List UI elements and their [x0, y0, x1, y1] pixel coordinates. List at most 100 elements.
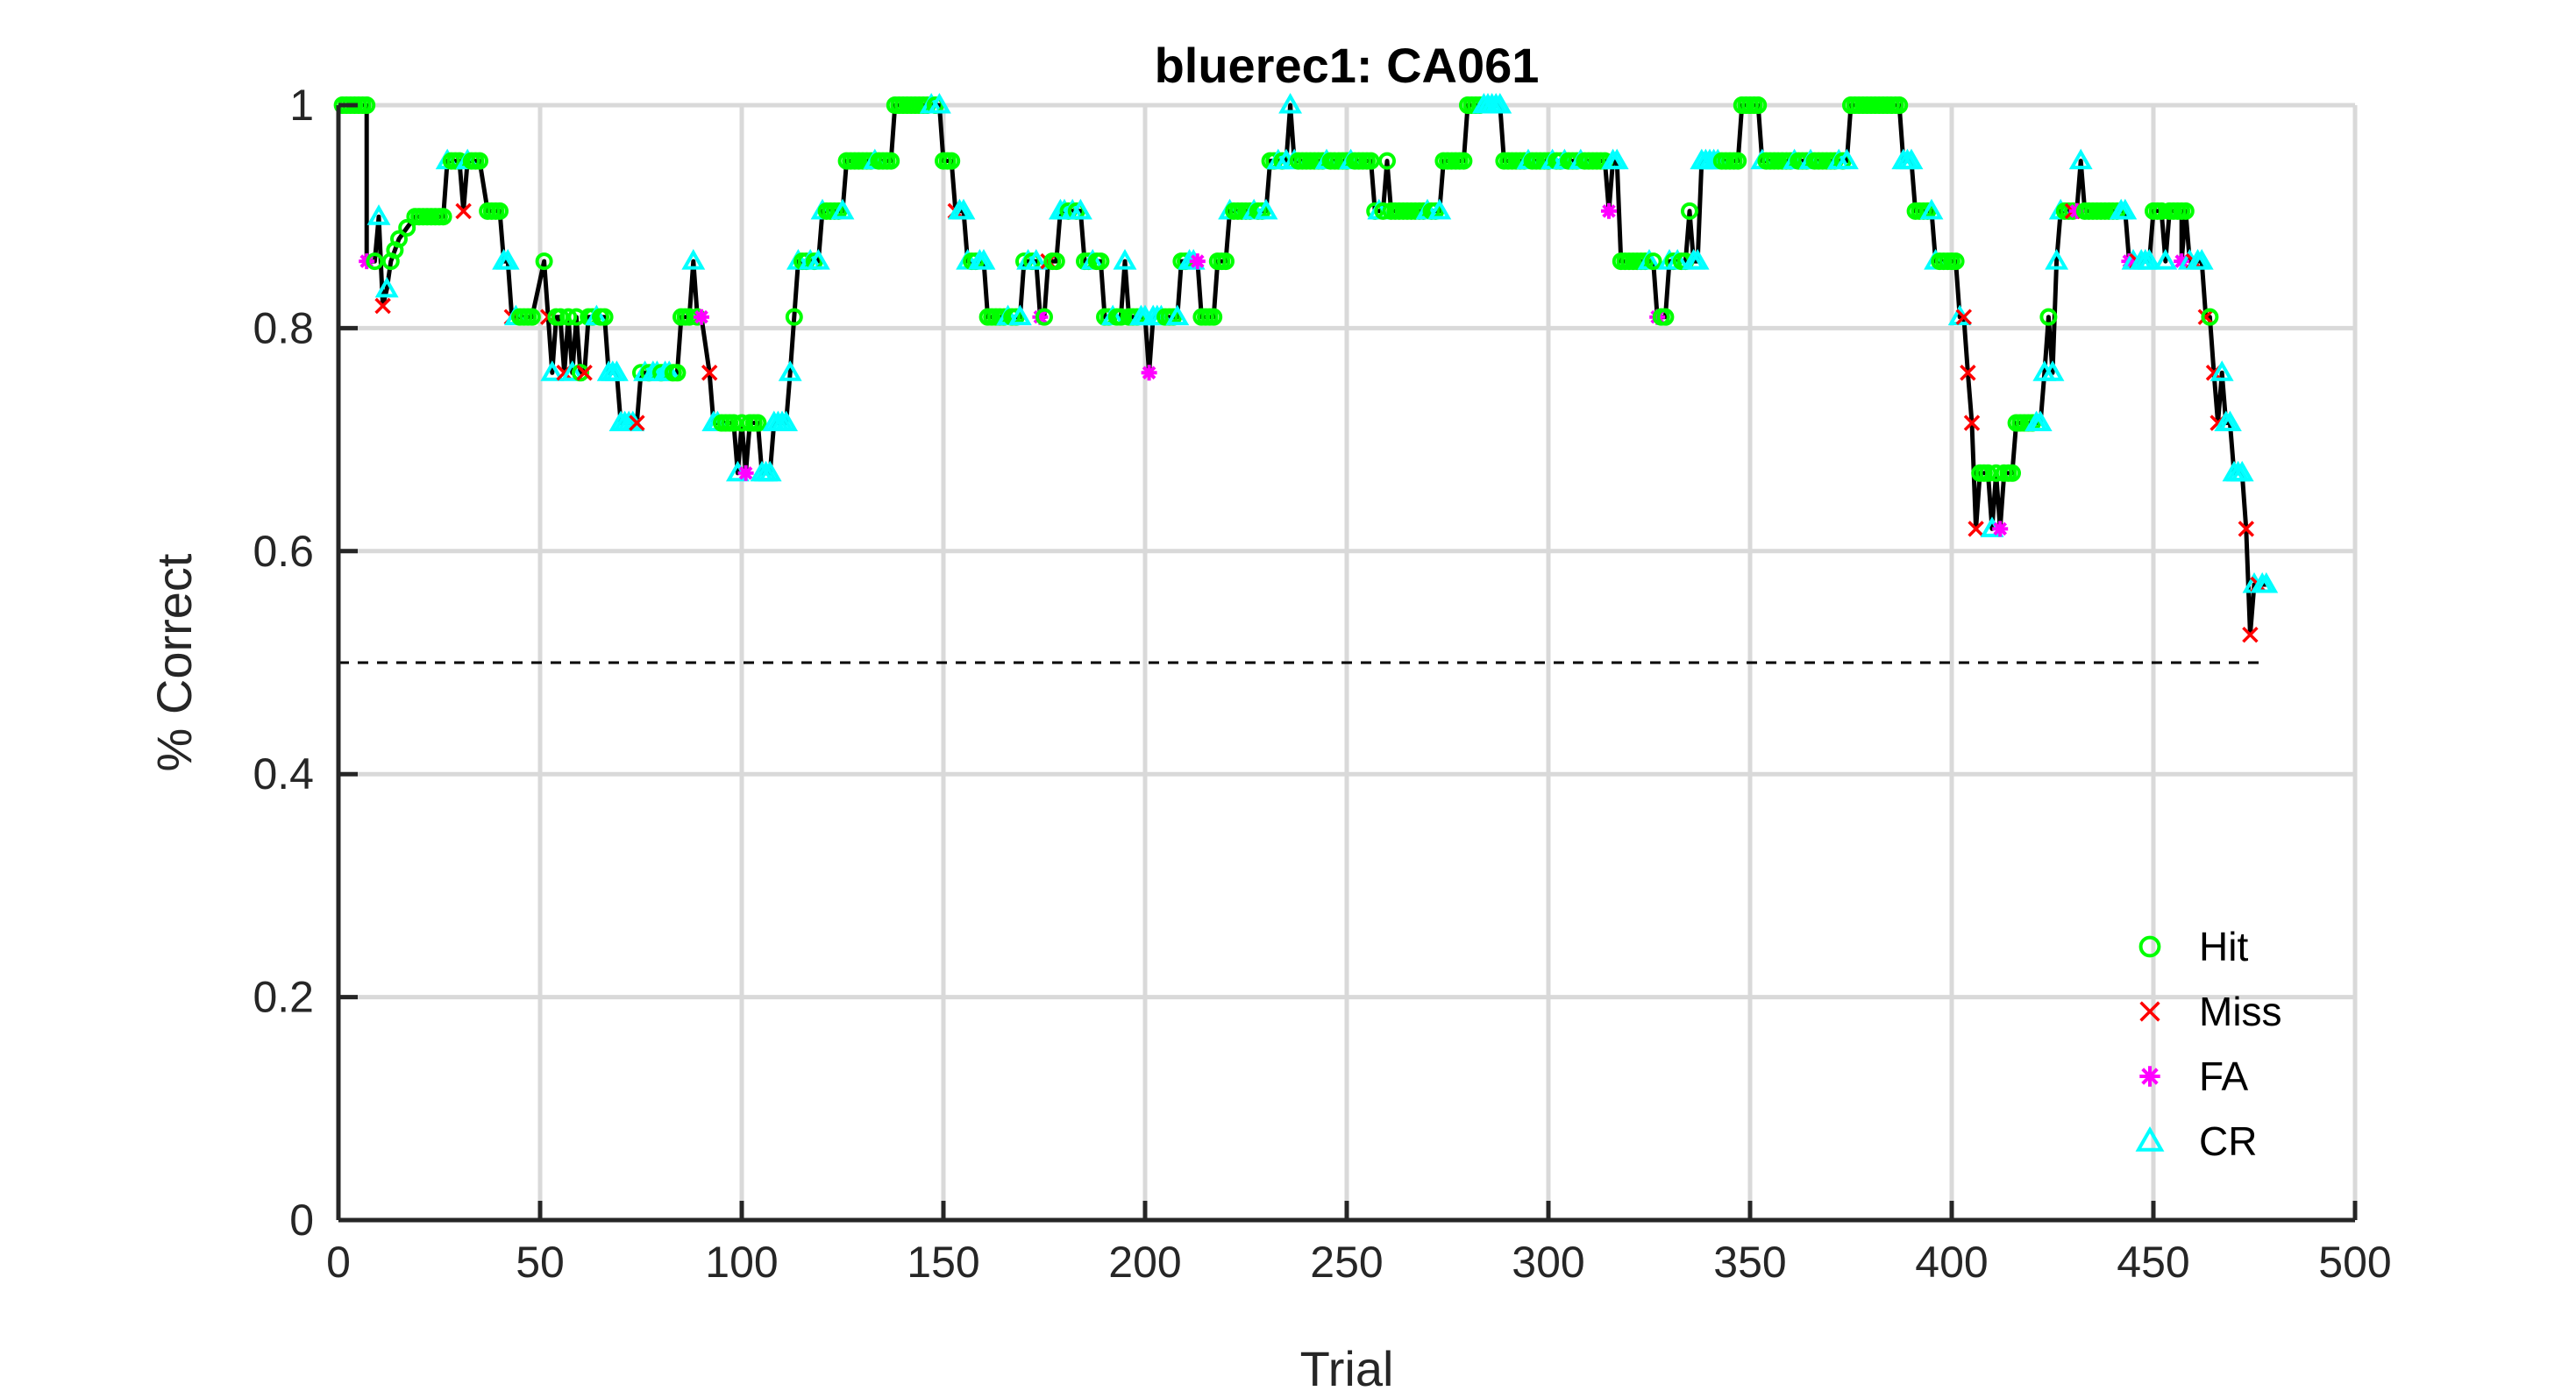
y-tick-label: 0.6: [253, 527, 314, 576]
hit-circle: [1378, 152, 1396, 170]
hit-marker: [724, 414, 743, 432]
x-tick-label: 350: [1713, 1238, 1786, 1287]
cr-triangle: [1007, 304, 1032, 326]
cr-marker: [2040, 360, 2065, 381]
miss-x: [455, 202, 472, 220]
miss-marker: [629, 415, 645, 431]
cr-triangle: [1165, 304, 1190, 326]
miss-marker: [1955, 309, 1973, 325]
hit-circle: [2039, 308, 2058, 326]
cr-marker: [1007, 304, 1032, 326]
hit-marker: [1729, 152, 1747, 170]
miss-marker: [2197, 309, 2215, 325]
chart-title: bluerec1: CA061: [1155, 38, 1540, 93]
y-tick-label: 1: [289, 81, 314, 130]
cr-marker: [1685, 249, 1710, 270]
hit-marker: [1362, 152, 1380, 170]
hit-marker: [1644, 252, 1662, 271]
hit-circle: [943, 152, 961, 170]
hit-marker: [1749, 96, 1768, 114]
cr-triangle: [2210, 360, 2234, 381]
axes: [336, 103, 2358, 1223]
y-axis-title: % Correct: [146, 553, 202, 771]
cr-marker: [2028, 410, 2053, 432]
miss-marker: [1968, 521, 1984, 537]
cr-marker: [2230, 460, 2254, 482]
hit-circle: [572, 364, 589, 382]
cr-marker: [774, 410, 799, 432]
hit-circle: [1890, 96, 1909, 114]
hit-circle: [733, 414, 751, 432]
hit-circle: [523, 308, 541, 326]
hit-circle: [1374, 202, 1392, 220]
cr-triangle: [374, 276, 399, 298]
legend-label-fa: FA: [2199, 1054, 2249, 1099]
cr-marker: [1605, 148, 1629, 170]
cr-triangle: [2189, 249, 2214, 270]
hit-circle: [785, 308, 803, 326]
miss-marker: [2238, 521, 2255, 537]
cr-marker: [971, 249, 996, 270]
hit-circle: [358, 96, 376, 114]
fa-asterisk: [1601, 202, 1617, 219]
cr-marker: [2210, 360, 2234, 381]
hit-marker: [1987, 464, 2005, 482]
x-tick-label: 150: [907, 1238, 979, 1287]
legend-marker-cr: [2135, 1125, 2165, 1152]
cr-triangle: [778, 360, 802, 381]
cr-marker: [1068, 198, 1092, 220]
miss-x: [2139, 1001, 2160, 1022]
hit-marker: [2201, 308, 2219, 326]
hit-marker: [1946, 252, 1965, 271]
cr-triangle: [604, 360, 629, 381]
hit-circle: [595, 308, 614, 326]
hit-marker: [749, 414, 767, 432]
fa-marker: [1992, 521, 2009, 537]
miss-x: [1955, 309, 1973, 325]
cr-triangle: [971, 249, 996, 270]
fa-marker: [2174, 253, 2190, 270]
hit-circle: [1092, 252, 1110, 271]
hit-marker: [882, 152, 900, 170]
legend-label-cr: CR: [2199, 1118, 2257, 1164]
hit-marker: [1092, 252, 1110, 271]
fa-asterisk: [737, 465, 754, 481]
cr-triangle: [1685, 249, 1710, 270]
hit-marker: [2153, 202, 2171, 220]
fa-asterisk: [694, 309, 709, 325]
cr-marker: [2153, 249, 2178, 270]
miss-x: [1960, 365, 1976, 381]
cr-triangle: [927, 92, 951, 114]
fa-marker: [1189, 253, 1206, 270]
hit-marker: [491, 202, 509, 220]
cr-marker: [1278, 92, 1303, 114]
fa-marker: [1032, 309, 1049, 325]
cr-marker: [758, 460, 782, 482]
fa-asterisk: [2174, 253, 2190, 270]
hit-circle: [1217, 252, 1235, 271]
hit-marker: [535, 252, 553, 271]
hit-marker: [559, 308, 578, 326]
miss-marker: [374, 297, 391, 315]
hit-circle: [2153, 202, 2171, 220]
cr-triangle: [1899, 148, 1924, 170]
hit-circle: [1729, 152, 1747, 170]
hit-marker: [471, 152, 488, 170]
hit-circle: [471, 152, 488, 170]
cr-marker: [1834, 148, 1859, 170]
fa-asterisk: [1032, 309, 1049, 325]
hit-circle: [1681, 202, 1698, 220]
cr-marker: [2217, 410, 2242, 432]
hit-marker: [1035, 308, 1053, 326]
cr-marker: [2137, 249, 2161, 270]
miss-marker: [455, 202, 472, 220]
cr-marker: [681, 249, 706, 270]
miss-x: [576, 365, 593, 381]
hit-marker: [1217, 252, 1235, 271]
miss-x: [701, 365, 718, 381]
x-tick-label: 250: [1310, 1238, 1383, 1287]
legend-label-hit: Hit: [2199, 924, 2248, 969]
hit-marker: [785, 308, 803, 326]
cr-marker: [1919, 198, 1944, 220]
hit-circle: [1749, 96, 1768, 114]
